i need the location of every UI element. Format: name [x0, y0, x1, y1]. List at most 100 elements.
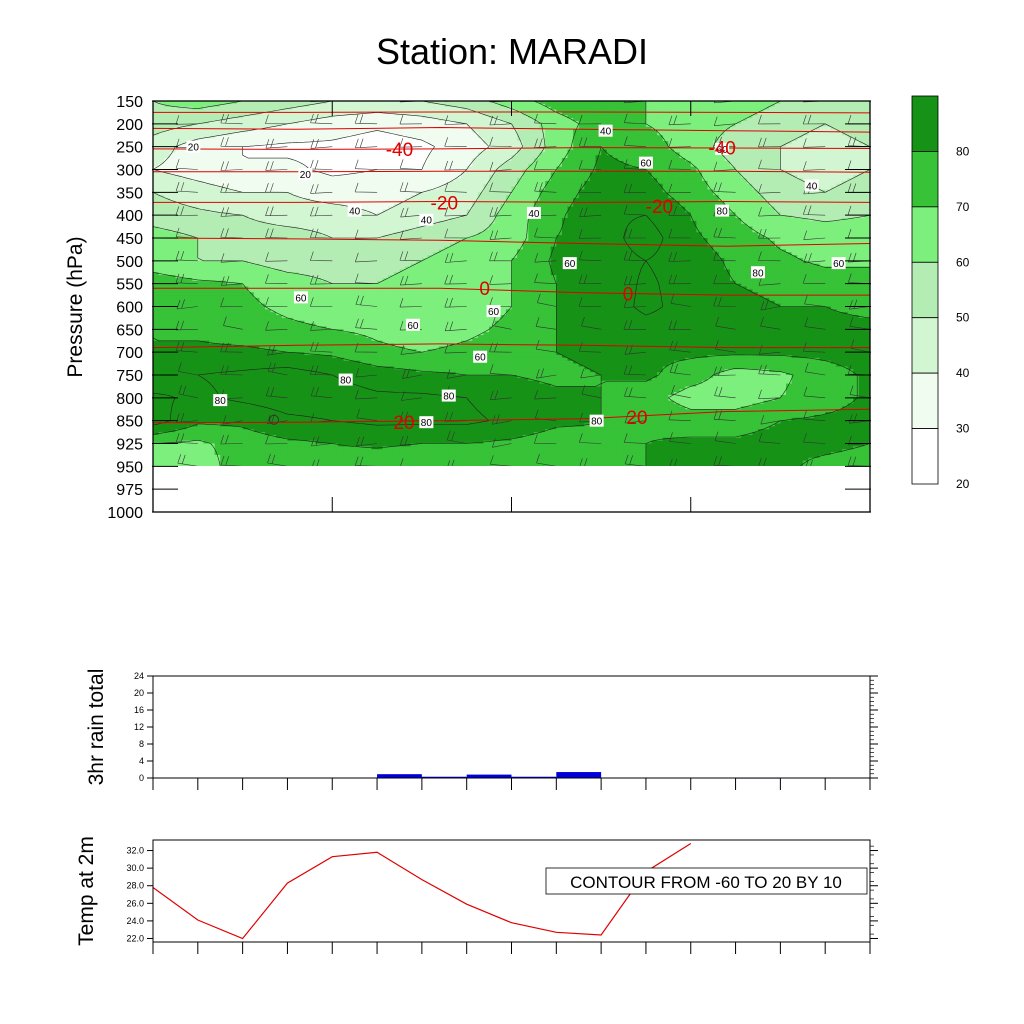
humidity-cell [757, 132, 765, 136]
humidity-cell [500, 152, 507, 156]
humidity-cell [405, 115, 412, 119]
humidity-cell [657, 109, 664, 114]
humidity-cell [399, 149, 406, 153]
humidity-cell [259, 135, 266, 139]
humidity-cell [181, 120, 188, 125]
humidity-cell [388, 158, 395, 162]
humidity-cell [533, 129, 541, 133]
humidity-cell [623, 132, 630, 136]
humidity-cell [623, 155, 630, 159]
humidity-cell [321, 158, 328, 162]
humidity-cell [746, 106, 753, 111]
humidity-cell [309, 123, 317, 128]
humidity-cell [388, 109, 395, 114]
humidity-cell [265, 158, 272, 162]
humidity-cell [377, 146, 384, 151]
humidity-cell [483, 115, 490, 119]
humidity-cell [259, 158, 266, 162]
humidity-cell [158, 103, 165, 108]
humidity-cell [225, 118, 233, 122]
humidity-cell [741, 115, 748, 119]
humidity-cell [584, 109, 591, 114]
humidity-cell [169, 120, 176, 125]
humidity-cell [735, 118, 742, 122]
humidity-cell [662, 123, 669, 128]
humidity-cell [556, 132, 563, 136]
humidity-cell [763, 115, 770, 119]
humidity-cell [214, 143, 221, 148]
humidity-cell [197, 120, 205, 125]
humidity-cell [231, 158, 238, 162]
humidity-cell [662, 149, 669, 153]
humidity-cell [797, 149, 804, 153]
humidity-cell [853, 101, 860, 105]
humidity-cell [203, 118, 210, 122]
humidity-cell [606, 138, 613, 142]
humidity-cell [567, 118, 574, 122]
humidity-cell [511, 129, 518, 133]
humidity-cell [533, 152, 541, 156]
humidity-cell [410, 112, 417, 116]
humidity-cell [265, 112, 272, 116]
humidity-cell [410, 132, 417, 136]
humidity-cell [377, 138, 384, 142]
humidity-cell [774, 152, 781, 156]
humidity-cell [769, 120, 776, 125]
sounding-panel: 2020404040404060606060606060608080808080… [64, 94, 871, 522]
humidity-cell [298, 103, 305, 108]
humidity-cell [393, 109, 401, 114]
humidity-cell [483, 155, 490, 159]
humidity-cell [500, 129, 507, 133]
humidity-cell [500, 135, 507, 139]
humidity-cell [242, 118, 249, 122]
humidity-cell [606, 152, 613, 156]
humidity-cell [315, 143, 322, 148]
humidity-cell [388, 123, 395, 128]
humidity-cell [645, 103, 653, 108]
humidity-cell [203, 120, 210, 125]
humidity-cell [836, 132, 843, 136]
humidity-cell [220, 103, 227, 108]
humidity-cell [556, 158, 563, 162]
humidity-cell [522, 138, 529, 142]
humidity-cell [337, 103, 345, 108]
humidity-cell [203, 138, 210, 142]
humidity-cell [623, 112, 630, 116]
humidity-cell [573, 140, 580, 145]
humidity-cell [528, 140, 535, 145]
humidity-cell [158, 112, 165, 116]
humidity-cell [209, 140, 216, 145]
humidity-cell [438, 149, 445, 153]
humidity-cell [472, 140, 479, 145]
humidity-cell [539, 123, 546, 128]
humidity-cell [528, 112, 535, 116]
humidity-cell [556, 109, 563, 114]
humidity-cell [192, 112, 199, 116]
humidity-cell [819, 140, 826, 145]
humidity-cell [606, 143, 613, 148]
humidity-cell [601, 143, 608, 148]
humidity-cell [668, 109, 675, 114]
humidity-cell [181, 103, 188, 108]
humidity-cell [433, 118, 440, 122]
humidity-cell [645, 135, 653, 139]
humidity-cell [847, 118, 854, 122]
humidity-cell [421, 109, 429, 114]
humidity-cell [746, 101, 753, 105]
humidity-cell [561, 120, 569, 125]
humidity-cell [791, 115, 798, 119]
humidity-cell [561, 126, 569, 131]
humidity-cell [500, 109, 507, 114]
humidity-cell [231, 152, 238, 156]
humidity-cell [220, 149, 227, 153]
humidity-cell [461, 120, 468, 125]
humidity-cell [427, 155, 434, 159]
humidity-cell [808, 109, 815, 114]
humidity-cell [388, 149, 395, 153]
humidity-cell [349, 146, 356, 151]
humidity-cell [265, 149, 272, 153]
humidity-cell [539, 155, 546, 159]
humidity-cell [472, 135, 479, 139]
humidity-cell [651, 126, 658, 131]
humidity-cell [679, 152, 686, 156]
